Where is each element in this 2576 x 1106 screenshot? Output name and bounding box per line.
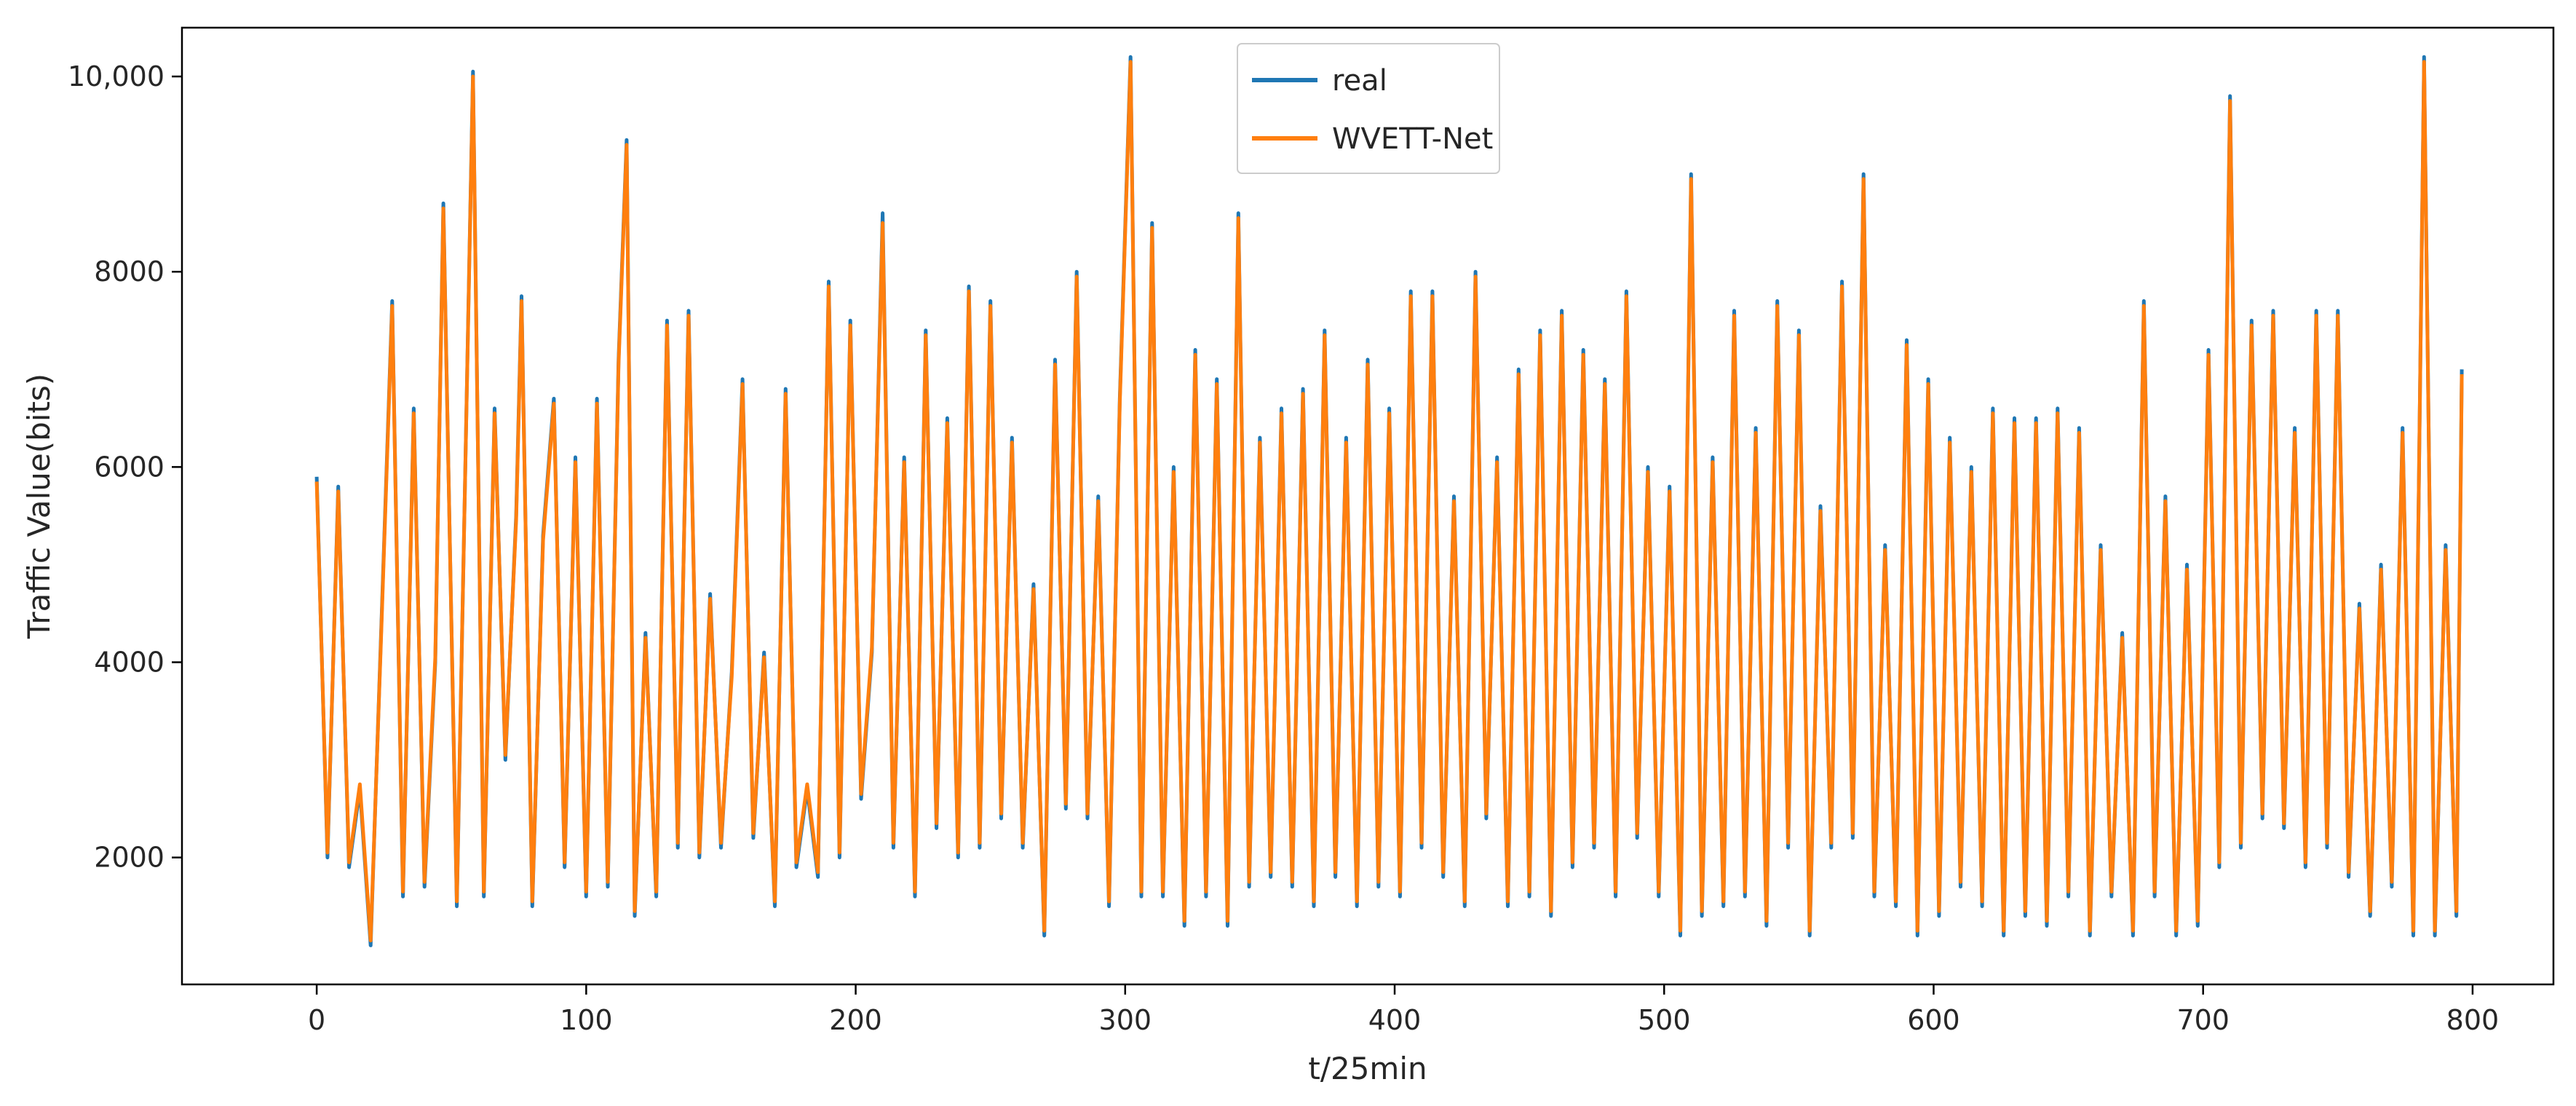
y-tick-label: 8000 — [94, 256, 165, 288]
series-layer — [314, 55, 2464, 947]
legend: real WVETT-Net — [1237, 43, 1500, 174]
legend-label-wvett-net: WVETT-Net — [1332, 122, 1493, 156]
axes-frame — [181, 26, 2555, 986]
y-tick-label: 2000 — [94, 842, 165, 874]
legend-label-real: real — [1332, 64, 1387, 98]
x-tick-label: 200 — [829, 1004, 882, 1036]
x-axis-ticks: 0 100 200 300 400 500 600 700 800 — [308, 984, 2499, 1036]
plot-area — [181, 26, 2555, 986]
x-axis-label: t/25min — [1308, 1051, 1427, 1086]
y-tick-label: 10,000 — [68, 60, 165, 92]
x-tick-label: 0 — [308, 1004, 325, 1036]
x-tick-label: 800 — [2446, 1004, 2500, 1036]
y-axis-ticks: 2000 4000 6000 8000 10,000 — [68, 60, 182, 874]
y-tick-label: 6000 — [94, 451, 165, 483]
y-tick-label: 4000 — [94, 647, 165, 679]
x-tick-label: 600 — [1907, 1004, 1960, 1036]
x-tick-label: 300 — [1099, 1004, 1152, 1036]
y-axis-label: Traffic Value(bits) — [21, 374, 57, 639]
x-tick-label: 100 — [560, 1004, 613, 1036]
x-tick-label: 700 — [2176, 1004, 2230, 1036]
x-tick-label: 400 — [1368, 1004, 1422, 1036]
series-line-wvett-net — [314, 60, 2464, 943]
x-tick-label: 500 — [1638, 1004, 1691, 1036]
legend-box — [1237, 43, 1500, 174]
